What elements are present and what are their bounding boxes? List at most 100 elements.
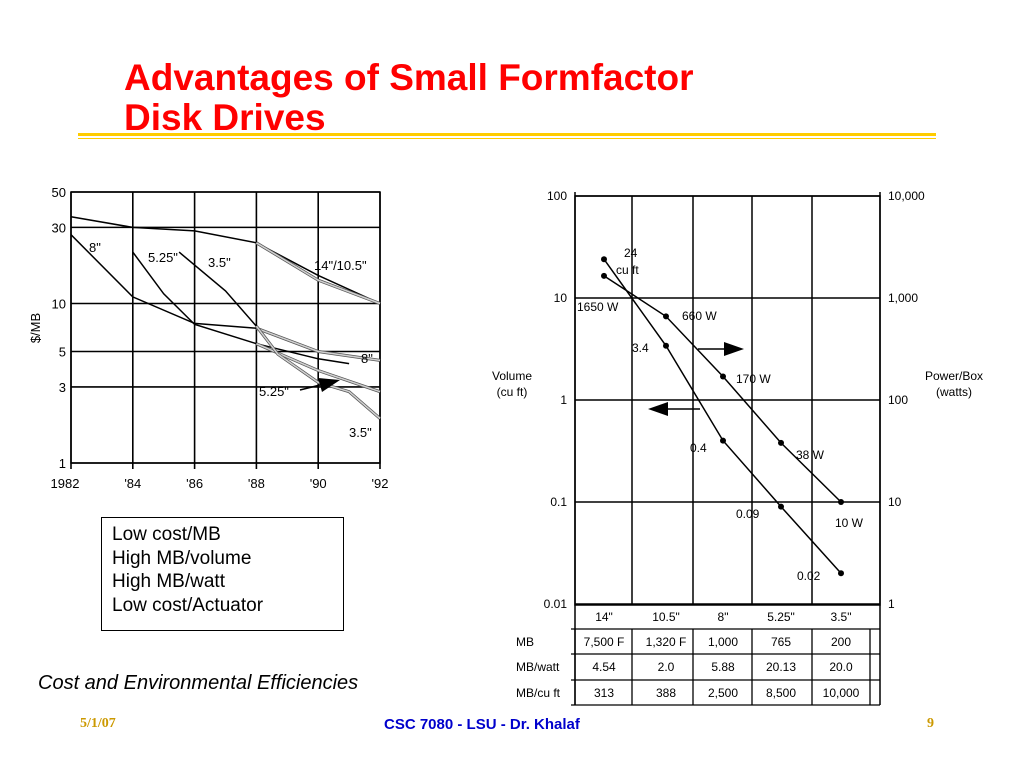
category-label: 14": [595, 610, 613, 624]
left-axis-title: Volume: [492, 369, 532, 383]
series-label: 5.25": [259, 384, 289, 399]
series-line-14"/10.5": [256, 242, 381, 305]
power-point: [601, 272, 607, 279]
power-point: [720, 373, 726, 380]
series-label: 3.5": [208, 255, 231, 270]
y-tick-label: 10: [52, 296, 66, 311]
table-cell: 20.13: [766, 660, 796, 674]
power-point-label: 10 W: [835, 516, 864, 530]
category-label: 10.5": [652, 610, 680, 624]
title-line-1: Advantages of Small Formfactor: [124, 57, 694, 98]
title-line-2: Disk Drives: [124, 97, 326, 138]
advantage-item: High MB/volume: [112, 547, 252, 569]
table-cell: 1,320 F: [646, 635, 687, 649]
table-cell: 2.0: [658, 660, 675, 674]
power-point-label: 170 W: [736, 372, 771, 386]
table-cell: 765: [771, 635, 791, 649]
category-label: 5.25": [767, 610, 795, 624]
arrow-right-head: [724, 342, 744, 356]
volume-point-label: 0.02: [797, 569, 821, 583]
category-label: 8": [718, 610, 729, 624]
footer-course: CSC 7080 - LSU - Dr. Khalaf: [384, 716, 580, 733]
x-tick-label: '90: [310, 476, 327, 491]
category-label: 3.5": [831, 610, 852, 624]
figure-caption: Cost and Environmental Efficiencies: [38, 672, 359, 694]
series-line-14"/10.5": [70, 215, 381, 305]
table-cell: 5.88: [711, 660, 735, 674]
arrow-head: [318, 378, 340, 392]
power-point-label: 660 W: [682, 309, 717, 323]
right-tick-label: 1: [888, 597, 895, 611]
volume-point-label: 24: [624, 246, 638, 260]
y-tick-label: 5: [59, 345, 66, 360]
advantage-item: High MB/watt: [112, 571, 225, 592]
left-axis-title: (cu ft): [497, 385, 528, 399]
x-tick-label: '88: [248, 476, 265, 491]
title-underline: [78, 133, 936, 136]
volume-point: [601, 256, 607, 263]
table-cell: 8,500: [766, 686, 796, 700]
right-tick-label: 1,000: [888, 291, 918, 305]
series-label: 8": [361, 351, 373, 366]
volume-point-label: cu ft: [616, 263, 639, 277]
title-underline-thin: [78, 138, 936, 139]
table-cell: 7,500 F: [584, 635, 625, 649]
series-label: 14"/10.5": [314, 258, 367, 273]
power-point: [663, 313, 669, 320]
series-label: 5.25": [148, 250, 178, 265]
volume-point-label: 0.4: [690, 441, 707, 455]
series-line-5.25": [132, 251, 350, 365]
advantage-item: Low cost/Actuator: [112, 594, 264, 616]
y-tick-label: 30: [52, 220, 66, 235]
power-point-label: 38 W: [796, 448, 825, 462]
footer-page-number: 9: [927, 716, 934, 731]
footer-date: 5/1/07: [80, 716, 116, 731]
right-tick-label: 100: [888, 393, 908, 407]
table-row-label: MB/watt: [516, 660, 560, 674]
table-row-label: MB: [516, 635, 534, 649]
x-tick-label: '86: [186, 476, 203, 491]
left-tick-label: 1: [560, 393, 567, 407]
y-tick-label: 1: [59, 456, 66, 471]
x-tick-label: 1982: [51, 476, 80, 491]
table-cell: 1,000: [708, 635, 738, 649]
series-label: 3.5": [349, 425, 372, 440]
y-tick-label: 3: [59, 380, 66, 395]
table-cell: 4.54: [592, 660, 616, 674]
y-tick-label: 50: [52, 185, 66, 200]
right-tick-label: 10,000: [888, 189, 925, 203]
power-point: [838, 499, 844, 505]
right-axis-title: (watts): [936, 385, 972, 399]
power-point-label: 1650 W: [577, 300, 619, 314]
power-point: [778, 439, 784, 446]
series-line-8": [256, 327, 381, 362]
right-tick-label: 10: [888, 495, 902, 509]
volume-point-label: 3.4: [632, 341, 649, 355]
table-cell: 2,500: [708, 686, 738, 700]
volume-point: [778, 503, 784, 510]
advantage-item: Low cost/MB: [112, 524, 221, 545]
slide-title: Advantages of Small Formfactor Disk Driv…: [124, 58, 694, 138]
table-cell: 313: [594, 686, 614, 700]
table-cell: 200: [831, 635, 851, 649]
volume-point-label: 0.09: [736, 507, 760, 521]
right-axis-title: Power/Box: [925, 369, 983, 383]
series-line-3.5": [178, 251, 257, 327]
volume-point: [663, 342, 669, 349]
table-cell: 10,000: [823, 686, 860, 700]
left-tick-label: 100: [547, 189, 567, 203]
table-cell: 20.0: [829, 660, 853, 674]
series-label: 8": [89, 240, 101, 255]
left-tick-label: 10: [554, 291, 568, 305]
advantages-box: Low cost/MB High MB/volume High MB/watt …: [101, 517, 344, 631]
x-tick-label: '92: [372, 476, 389, 491]
volume-point: [720, 437, 726, 444]
y-axis-label: $/MB: [28, 313, 43, 343]
volume-point: [838, 570, 844, 577]
table-cell: 388: [656, 686, 676, 700]
table-row-label: MB/cu ft: [516, 686, 561, 700]
arrow-left-head: [648, 402, 668, 416]
left-tick-label: 0.1: [550, 495, 567, 509]
